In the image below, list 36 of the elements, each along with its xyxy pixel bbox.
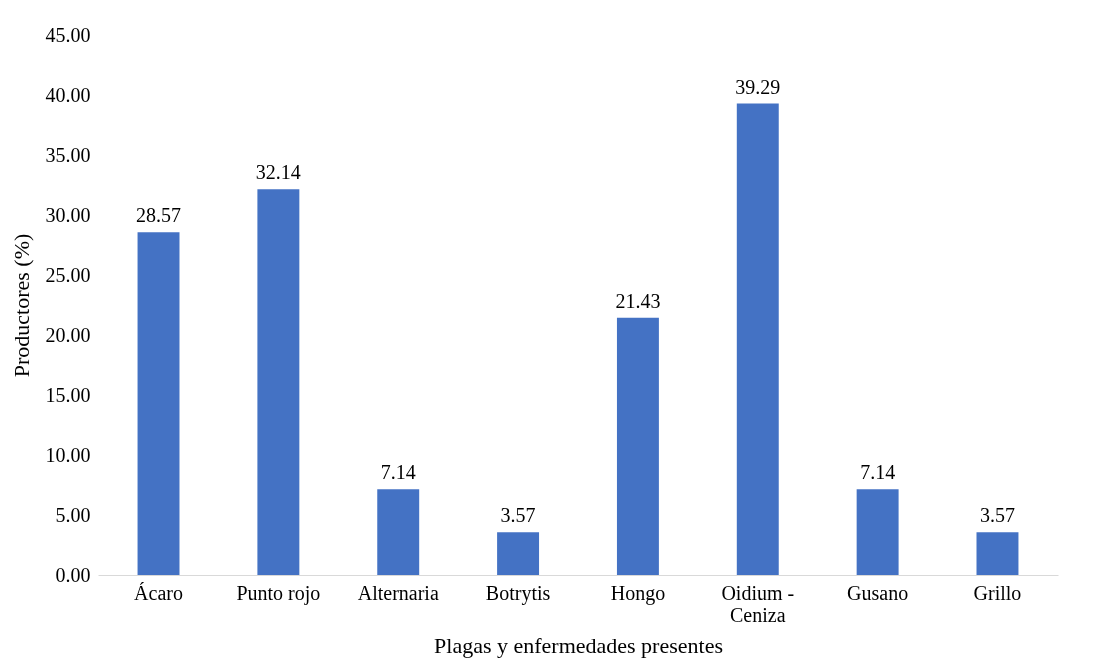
- data-label: 7.14: [860, 461, 896, 484]
- data-label: 39.29: [735, 75, 781, 98]
- bar: [257, 189, 300, 575]
- y-tick-label: 10.00: [45, 443, 91, 466]
- x-tick-label: Punto rojo: [236, 581, 321, 605]
- bar: [137, 232, 180, 575]
- y-tick-label: 30.00: [45, 203, 91, 226]
- data-label: 7.14: [380, 461, 416, 484]
- x-tick-label: Botrytis: [485, 581, 551, 605]
- y-tick-label: 25.00: [45, 263, 91, 286]
- data-label: 3.57: [500, 504, 536, 527]
- x-tick-label: Alternaria: [357, 581, 439, 604]
- bar: [976, 532, 1019, 575]
- x-tick-label: Grillo: [973, 581, 1022, 604]
- bar: [377, 489, 420, 575]
- y-tick-label: 15.00: [45, 383, 91, 406]
- data-label: 28.57: [136, 204, 182, 227]
- data-label: 32.14: [255, 161, 301, 184]
- y-tick-label: 45.00: [45, 23, 91, 46]
- bar: [616, 317, 659, 575]
- x-axis-title: Plagas y enfermedades presentes: [434, 632, 723, 658]
- bar: [856, 489, 899, 575]
- data-label: 21.43: [615, 289, 661, 312]
- y-tick-label: 35.00: [45, 143, 91, 166]
- y-tick-label: 5.00: [55, 503, 91, 526]
- bar: [497, 532, 540, 575]
- y-tick-label: 40.00: [45, 83, 91, 106]
- x-tick-label: Oidium - Ceniza: [721, 581, 795, 626]
- bar: [736, 103, 779, 575]
- y-tick-label: 20.00: [45, 323, 91, 346]
- x-tick-label: Hongo: [610, 581, 666, 605]
- data-label: 3.57: [979, 504, 1015, 527]
- y-tick-label: 0.00: [55, 563, 91, 586]
- x-tick-label: Ácaro: [134, 581, 183, 604]
- y-axis-title: Productores (%): [8, 233, 34, 378]
- x-tick-label: Gusano: [847, 581, 909, 604]
